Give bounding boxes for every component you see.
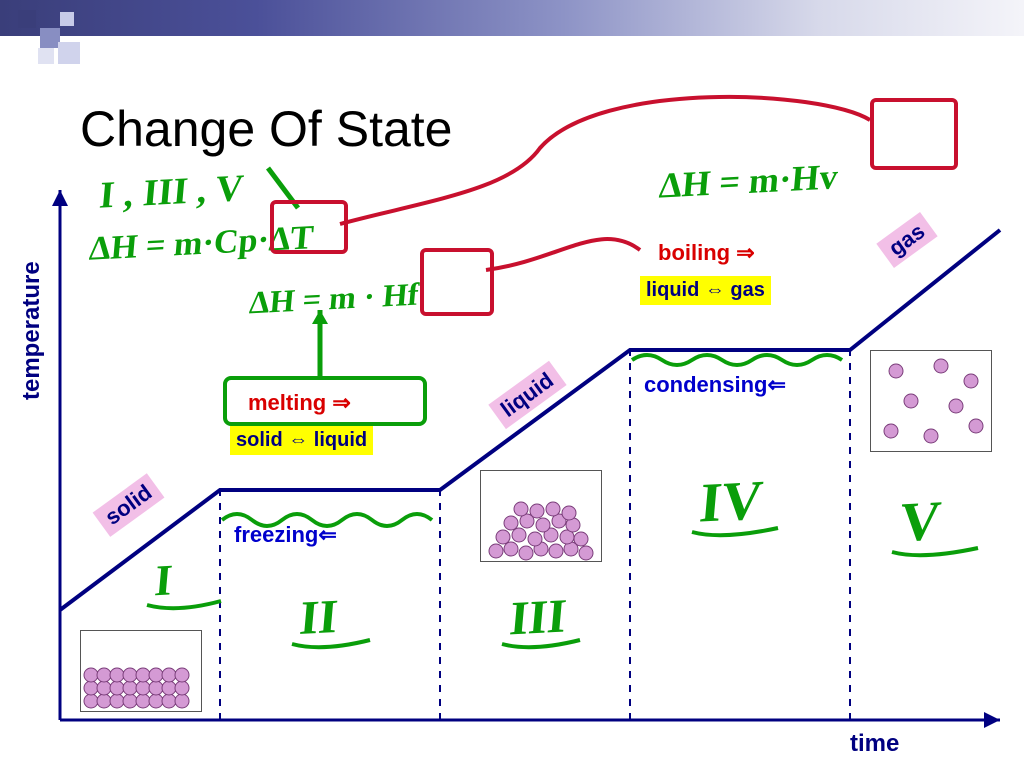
transition-top-label: boiling ⇒ (658, 240, 755, 266)
header-bar (0, 0, 1024, 36)
phase-label: gas (876, 212, 937, 268)
particle-box-solid (80, 630, 202, 712)
transition-bottom-label: freezing⇐ (234, 522, 337, 548)
handwriting: I (153, 555, 175, 607)
transition-mid-label: liquid ⇔ gas (640, 276, 771, 305)
y-axis-label: temperature (18, 261, 46, 400)
particle-box-gas (870, 350, 992, 452)
handwriting: ΔH = m·Hv (658, 155, 840, 206)
phase-label: solid (93, 473, 165, 537)
x-axis-label: time (850, 730, 899, 758)
phase-label: liquid (488, 361, 566, 429)
red-highlight-box (870, 98, 958, 170)
transition-top-label: melting ⇒ (248, 390, 351, 416)
red-highlight-box (270, 200, 348, 254)
handwriting: V (897, 489, 943, 555)
transition-bottom-label: condensing⇐ (644, 372, 786, 398)
handwriting: ΔH = m · Hf (248, 276, 420, 322)
particle-box-liquid (480, 470, 602, 562)
handwriting: III (507, 589, 568, 647)
red-highlight-box (420, 248, 494, 316)
handwriting: IV (697, 468, 765, 535)
handwriting: II (297, 589, 339, 646)
handwriting: I , III , V (98, 166, 246, 217)
transition-mid-label: solid ⇔ liquid (230, 426, 373, 455)
page-title: Change Of State (80, 100, 452, 158)
